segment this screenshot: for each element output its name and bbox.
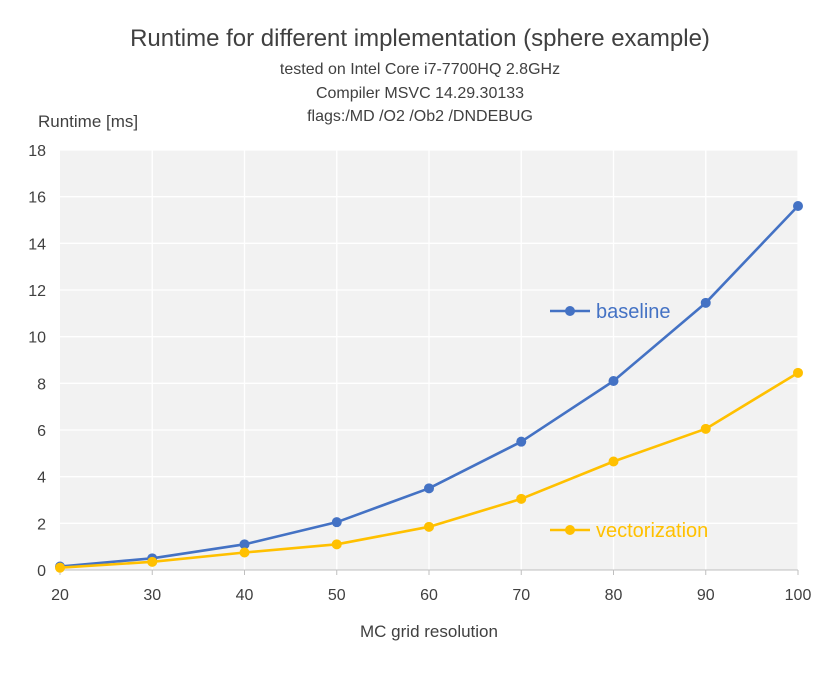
data-point-baseline <box>608 376 619 386</box>
data-point-vectorization <box>608 456 619 467</box>
data-point-baseline <box>793 201 803 211</box>
series-group <box>55 201 803 573</box>
data-point-vectorization <box>147 556 158 567</box>
y-tick-label: 0 <box>37 563 46 580</box>
x-tick-label: 60 <box>420 587 438 604</box>
data-point-baseline <box>516 436 527 447</box>
x-tick-labels: 20 30 40 50 60 70 80 90 100 <box>51 587 811 604</box>
y-tick-label: 6 <box>37 423 46 440</box>
legend-swatch-marker <box>565 525 575 535</box>
x-axis-label: MC grid resolution <box>360 622 498 641</box>
data-point-vectorization <box>55 562 65 573</box>
data-point-vectorization <box>516 493 527 504</box>
y-tick-label: 18 <box>28 143 46 160</box>
data-point-baseline <box>424 483 434 494</box>
data-point-vectorization <box>331 539 342 550</box>
y-tick-label: 10 <box>28 330 46 347</box>
x-tick-label: 100 <box>785 587 812 604</box>
legend-label-baseline: baseline <box>596 301 671 323</box>
y-axis-label: Runtime [ms] <box>38 112 138 131</box>
gridlines <box>60 149 799 570</box>
data-point-vectorization <box>239 547 250 558</box>
x-tick-label: 80 <box>605 587 623 604</box>
data-point-vectorization <box>700 423 711 434</box>
data-point-vectorization <box>424 521 434 532</box>
data-point-baseline <box>700 297 711 308</box>
legend-label-vectorization: vectorization <box>596 520 708 542</box>
legend-swatch-marker <box>565 306 575 316</box>
x-tick-label: 90 <box>697 587 715 604</box>
chart-subtitle-line-2: Compiler MSVC 14.29.30133 <box>316 85 524 102</box>
y-tick-label: 4 <box>37 470 46 487</box>
x-tick-label: 20 <box>51 587 69 604</box>
data-point-baseline <box>331 517 342 528</box>
y-tick-label: 12 <box>28 283 46 300</box>
chart-subtitle-line-1: tested on Intel Core i7-7700HQ 2.8GHz <box>280 61 560 78</box>
y-tick-label: 14 <box>28 236 46 253</box>
chart-subtitle-line-3: flags:/MD /O2 /Ob2 /DNDEBUG <box>307 108 533 125</box>
y-tick-label: 8 <box>37 376 46 393</box>
x-tick-label: 40 <box>236 587 254 604</box>
x-tick-label: 70 <box>512 587 530 604</box>
y-tick-label: 16 <box>28 190 46 207</box>
data-point-baseline <box>239 539 250 550</box>
legend: baseline vectorization <box>550 301 708 542</box>
axes <box>59 569 799 575</box>
y-tick-labels: 0 2 4 6 8 10 12 14 16 18 <box>28 143 46 580</box>
chart-title: Runtime for different implementation (sp… <box>130 25 710 52</box>
x-tick-label: 50 <box>328 587 346 604</box>
data-point-vectorization <box>793 367 803 378</box>
x-tick-label: 30 <box>143 587 161 604</box>
y-tick-label: 2 <box>37 516 46 533</box>
